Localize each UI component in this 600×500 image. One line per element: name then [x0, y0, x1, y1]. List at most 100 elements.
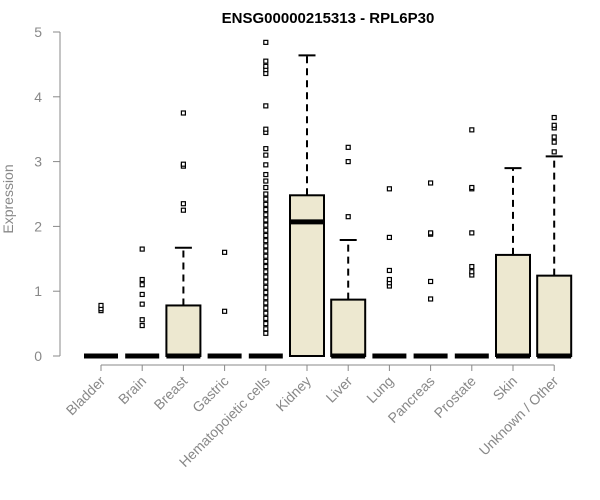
box-iqr — [536, 274, 573, 358]
outlier-point — [139, 246, 145, 252]
outlier-point — [469, 230, 475, 236]
box-pancreas — [413, 180, 448, 359]
x-tick-label: Lung — [363, 373, 396, 406]
outlier-point — [469, 127, 475, 133]
outlier-point — [263, 279, 269, 285]
outlier-point — [263, 227, 269, 233]
outlier-point — [263, 184, 269, 191]
outlier-point — [428, 278, 434, 285]
outlier-point — [263, 269, 269, 275]
x-tick-label: Kidney — [273, 373, 315, 415]
outlier-point — [263, 146, 269, 152]
outlier-point — [263, 243, 269, 249]
outlier-point — [263, 196, 269, 202]
outlier-point — [469, 184, 475, 191]
x-tick-label: Breast — [151, 373, 191, 413]
outlier-point — [222, 249, 228, 255]
y-tick-label: 0 — [34, 348, 42, 364]
outlier-point — [263, 248, 269, 254]
y-axis-label: Expression — [0, 164, 16, 233]
outlier-point — [263, 258, 269, 264]
outlier-point — [345, 144, 351, 150]
outlier-point — [263, 300, 269, 306]
outlier-point — [386, 186, 392, 192]
x-tick-label: Bladder — [63, 373, 109, 419]
outlier-point — [180, 207, 186, 213]
outlier-point — [345, 159, 351, 165]
outlier-point — [469, 263, 475, 270]
box-breast — [165, 110, 202, 359]
chart-title: ENSG00000215313 - RPL6P30 — [222, 10, 435, 27]
outlier-point — [263, 212, 269, 218]
outlier-point — [386, 234, 392, 241]
box-lung — [372, 186, 407, 359]
boxes-group — [84, 39, 573, 359]
outlier-point — [263, 63, 269, 69]
y-tick-label: 2 — [34, 218, 42, 234]
box-bladder — [84, 302, 118, 359]
box-prostate — [454, 127, 489, 359]
box-iqr — [165, 304, 202, 357]
box-brain — [125, 246, 160, 359]
outlier-point — [263, 305, 269, 311]
x-tick-label: Liver — [323, 373, 356, 406]
box-liver — [330, 144, 367, 359]
box-iqr — [330, 298, 367, 357]
outlier-point — [263, 310, 269, 316]
outlier-point — [551, 139, 557, 145]
outlier-point — [222, 308, 228, 314]
x-tick-label: Brain — [115, 373, 149, 407]
box-kidney — [289, 54, 325, 357]
box-iqr — [495, 253, 531, 357]
outlier-point — [98, 302, 104, 309]
y-tick-label: 4 — [34, 89, 42, 105]
outlier-point — [551, 122, 557, 128]
box-hematopoietic-cells — [248, 39, 283, 359]
outlier-point — [180, 201, 186, 207]
outlier-point — [180, 110, 186, 116]
outlier-point — [263, 274, 269, 280]
outlier-point — [180, 161, 186, 167]
outlier-point — [551, 114, 557, 121]
outlier-point — [263, 103, 269, 109]
outlier-point — [263, 284, 269, 290]
y-tick-label: 3 — [34, 154, 42, 170]
outlier-point — [263, 217, 269, 223]
outlier-point — [263, 315, 269, 322]
outlier-point — [263, 206, 269, 213]
outlier-point — [263, 232, 269, 239]
outlier-point — [139, 322, 145, 329]
outlier-point — [263, 321, 269, 327]
outlier-point — [263, 295, 269, 301]
outlier-point — [263, 178, 269, 184]
outlier-point — [263, 201, 269, 207]
outlier-point — [428, 296, 434, 302]
outlier-point — [139, 301, 145, 307]
outlier-point — [139, 317, 145, 323]
outlier-point — [551, 134, 557, 140]
y-tick-label: 5 — [34, 24, 42, 40]
outlier-point — [263, 162, 269, 168]
outlier-point — [428, 180, 434, 186]
outlier-point — [139, 291, 145, 298]
outlier-point — [263, 58, 269, 64]
outlier-point — [263, 263, 269, 270]
outlier-point — [263, 152, 269, 158]
outlier-point — [263, 326, 269, 332]
outlier-point — [263, 191, 269, 197]
outlier-point — [469, 269, 475, 275]
outlier-point — [139, 276, 145, 283]
y-tick-label: 1 — [34, 283, 42, 299]
outlier-point — [345, 214, 351, 220]
outlier-point — [139, 282, 145, 288]
box-unknown-other — [536, 114, 573, 359]
box-gastric — [207, 249, 242, 359]
outlier-point — [263, 289, 269, 296]
x-tick-label: Prostate — [431, 373, 479, 421]
outlier-point — [386, 267, 392, 274]
box-skin — [495, 167, 531, 359]
outlier-point — [428, 230, 434, 236]
x-tick-label: Skin — [490, 373, 521, 404]
